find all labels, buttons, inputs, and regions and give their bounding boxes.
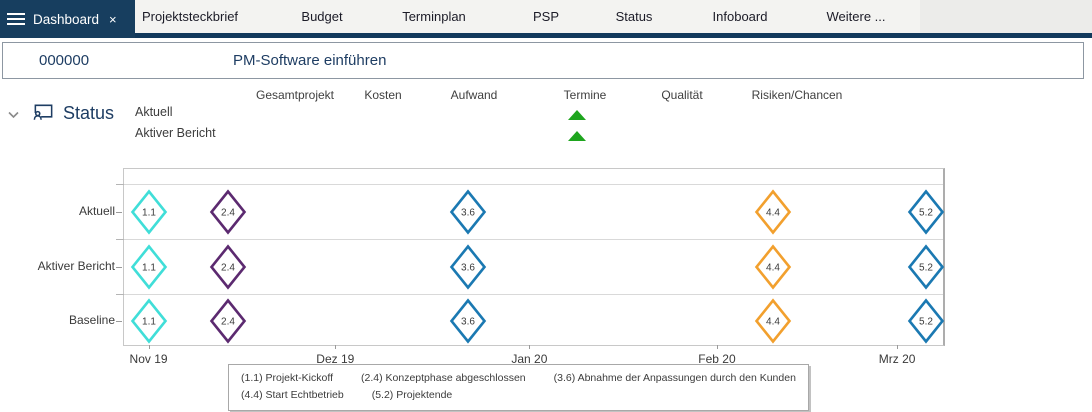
status-column-qualit-t: Qualität <box>661 88 703 102</box>
status-presentation-icon <box>32 101 55 129</box>
status-column-termine: Termine <box>563 88 607 102</box>
chart-legend: (1.1) Projekt-Kickoff (2.4) Konzeptphase … <box>228 364 809 411</box>
svg-text:3.6: 3.6 <box>461 208 475 219</box>
project-title: PM-Software einführen <box>233 52 387 69</box>
milestone-marker-1-1[interactable]: 1.1 <box>130 244 168 290</box>
milestone-marker-2-4[interactable]: 2.4 <box>209 244 247 290</box>
svg-text:2.4: 2.4 <box>221 317 235 328</box>
milestone-marker-3-6[interactable]: 3.6 <box>449 244 487 290</box>
milestone-marker-5-2[interactable]: 5.2 <box>907 189 945 235</box>
gridline-tick <box>116 294 124 295</box>
tab-bar-underline <box>0 33 1092 38</box>
milestone-marker-4-4[interactable]: 4.4 <box>754 189 792 235</box>
chart-y-axis: Aktuell Aktiver Bericht Baseline <box>0 168 115 346</box>
milestone-marker-1-1[interactable]: 1.1 <box>130 189 168 235</box>
milestone-marker-4-4[interactable]: 4.4 <box>754 298 792 344</box>
status-column-gesamtprojekt: Gesamtprojekt <box>255 88 335 102</box>
x-axis-label-mrz-20: Mrz 20 <box>878 352 916 366</box>
legend-item: (3.6) Abnahme der Anpassungen durch den … <box>553 372 796 384</box>
milestone-marker-3-6[interactable]: 3.6 <box>449 189 487 235</box>
tab-bar <box>0 0 1092 33</box>
y-axis-label-aktuell: Aktuell <box>78 204 115 218</box>
svg-text:2.4: 2.4 <box>221 263 235 274</box>
tab-weitere[interactable]: Weitere ... <box>826 9 886 24</box>
legend-item: (4.4) Start Echtbetrieb <box>241 389 344 401</box>
gridline <box>124 184 943 185</box>
tab-bar-right-area <box>920 0 1092 33</box>
x-axis-label-dez-19: Dez 19 <box>316 352 355 366</box>
x-axis-tick <box>335 345 337 349</box>
tab-terminplan[interactable]: Terminplan <box>402 9 466 24</box>
x-axis-label-nov-19: Nov 19 <box>129 352 168 366</box>
milestone-marker-5-2[interactable]: 5.2 <box>907 244 945 290</box>
legend-row: (1.1) Projekt-Kickoff (2.4) Konzeptphase … <box>241 370 796 387</box>
svg-text:1.1: 1.1 <box>142 317 156 328</box>
y-axis-tick <box>116 267 122 268</box>
milestone-marker-1-1[interactable]: 1.1 <box>130 298 168 344</box>
x-axis-tick <box>148 345 150 349</box>
legend-item: (1.1) Projekt-Kickoff <box>241 372 334 384</box>
svg-text:4.4: 4.4 <box>767 263 781 274</box>
svg-text:1.1: 1.1 <box>142 208 156 219</box>
milestone-marker-2-4[interactable]: 2.4 <box>209 189 247 235</box>
trend-up-icon <box>568 131 586 141</box>
milestone-marker-5-2[interactable]: 5.2 <box>907 298 945 344</box>
chevron-down-icon[interactable] <box>8 106 19 124</box>
status-row-label-aktuell: Aktuell <box>135 105 173 119</box>
milestone-chart-plot: Nov 19 Dez 19 Jan 20 Feb 20 Mrz 20 1.1 2.4 3.6 4… <box>116 168 945 366</box>
gridline-tick <box>116 184 124 185</box>
gridline <box>124 294 943 295</box>
legend-item: (5.2) Projektende <box>371 389 453 401</box>
svg-text:2.4: 2.4 <box>221 208 235 219</box>
project-id: 000000 <box>39 52 90 69</box>
tab-psp[interactable]: PSP <box>532 9 560 24</box>
legend-row: (4.4) Start Echtbetrieb (5.2) Projektende <box>241 387 796 404</box>
x-axis-tick <box>897 345 899 349</box>
milestone-marker-2-4[interactable]: 2.4 <box>209 298 247 344</box>
legend-item: (2.4) Konzeptphase abgeschlossen <box>361 372 526 384</box>
y-axis-label-aktiver-bericht: Aktiver Bericht <box>37 259 115 273</box>
svg-text:3.6: 3.6 <box>461 263 475 274</box>
milestone-marker-3-6[interactable]: 3.6 <box>449 298 487 344</box>
tab-status[interactable]: Status <box>615 9 653 24</box>
status-column-risiken-chancen: Risiken/Chancen <box>751 88 843 102</box>
svg-text:4.4: 4.4 <box>767 317 781 328</box>
svg-text:1.1: 1.1 <box>142 263 156 274</box>
tab-infoboard[interactable]: Infoboard <box>712 9 768 24</box>
project-header: 000000 PM-Software einführen <box>2 42 1084 79</box>
status-row-label-aktiver-bericht: Aktiver Bericht <box>135 126 216 140</box>
svg-text:5.2: 5.2 <box>919 317 933 328</box>
menu-hamburger-icon[interactable] <box>7 12 25 26</box>
tab-projektsteckbrief[interactable]: Projektsteckbrief <box>141 9 239 24</box>
tab-dashboard-active[interactable]: Dashboard × <box>0 0 135 38</box>
x-axis-tick <box>529 345 531 349</box>
gridline <box>124 239 943 240</box>
svg-text:4.4: 4.4 <box>767 208 781 219</box>
active-tab-label: Dashboard <box>33 11 100 27</box>
status-column-kosten: Kosten <box>364 88 402 102</box>
y-axis-tick <box>116 212 122 213</box>
trend-up-icon <box>568 110 586 120</box>
status-section-title: Status <box>63 103 115 123</box>
svg-text:3.6: 3.6 <box>461 317 475 328</box>
y-axis-tick <box>116 321 122 322</box>
status-column-aufwand: Aufwand <box>450 88 498 102</box>
tab-budget[interactable]: Budget <box>301 9 343 24</box>
x-axis-label-feb-20: Feb 20 <box>698 352 736 366</box>
svg-text:5.2: 5.2 <box>919 208 933 219</box>
svg-text:5.2: 5.2 <box>919 263 933 274</box>
x-axis-tick <box>716 345 718 349</box>
milestone-marker-4-4[interactable]: 4.4 <box>754 244 792 290</box>
y-axis-label-baseline: Baseline <box>68 313 115 327</box>
gridline-tick <box>116 239 124 240</box>
close-icon[interactable]: × <box>109 11 117 27</box>
x-axis-label-jan-20: Jan 20 <box>511 352 548 366</box>
